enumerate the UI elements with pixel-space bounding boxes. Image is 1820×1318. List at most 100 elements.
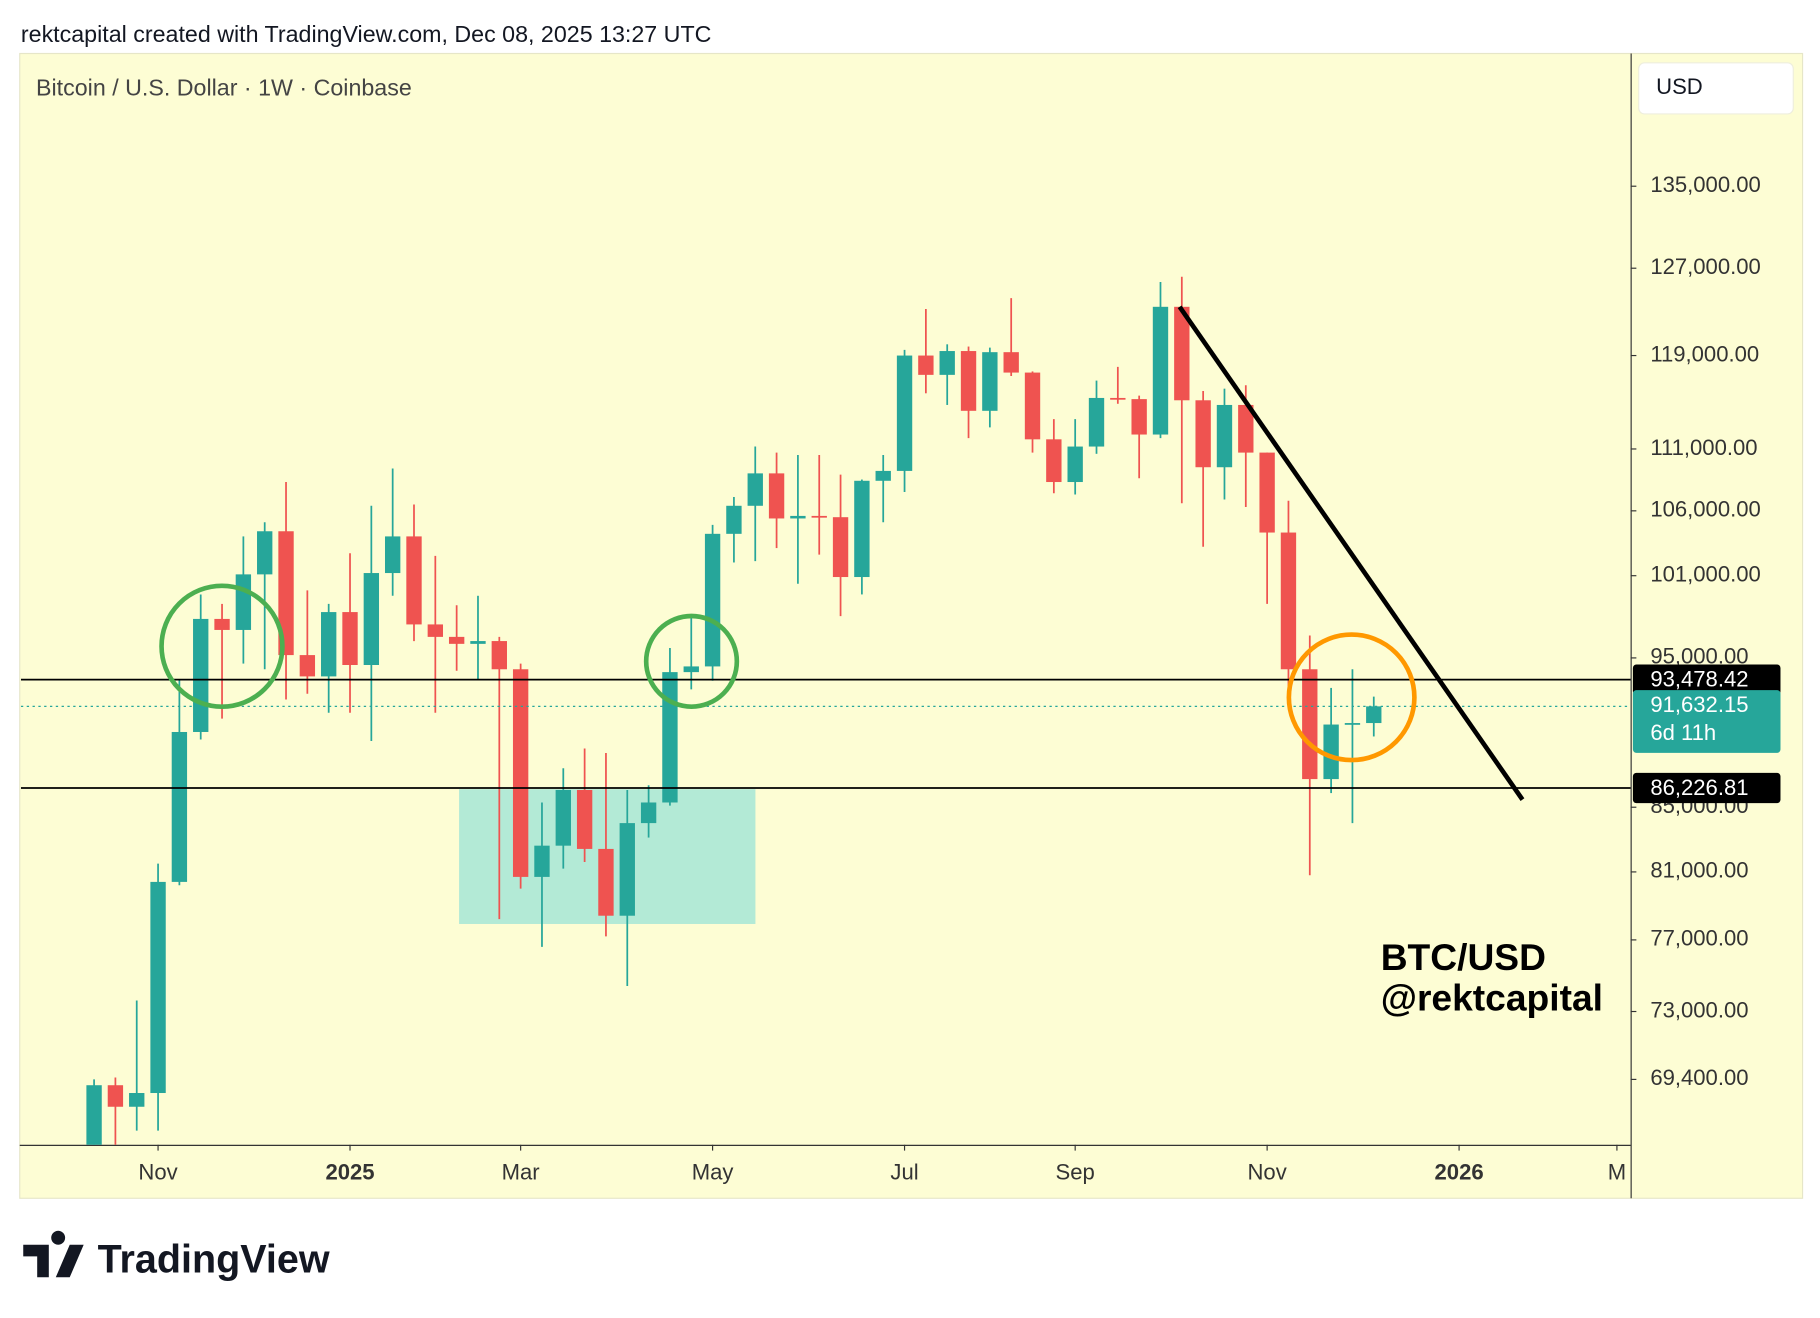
candle-body	[406, 536, 422, 625]
axes: 69,400.0073,000.0077,000.0081,000.0085,0…	[138, 172, 1781, 1185]
y-tick-label: 135,000.00	[1650, 172, 1761, 197]
plot	[20, 276, 1631, 1145]
candle-body	[619, 823, 635, 916]
trendline	[1177, 305, 1525, 801]
candle-body	[107, 1085, 124, 1107]
candle-body	[918, 355, 934, 375]
logo-mark	[23, 1230, 84, 1278]
candle-body	[1366, 706, 1382, 724]
candle-body	[1259, 452, 1275, 533]
candle-body	[1003, 352, 1019, 373]
x-tick-label: Nov	[138, 1160, 177, 1185]
last-price-label: 91,632.15	[1650, 692, 1748, 717]
y-tick-label: 81,000.00	[1650, 858, 1748, 883]
currency[interactable]: USD	[1656, 74, 1703, 99]
candle-body	[150, 881, 166, 1094]
candle-body	[875, 470, 891, 481]
candle-body	[896, 355, 913, 471]
annotation: @rektcapital	[1381, 977, 1603, 1019]
candle-body	[193, 618, 209, 732]
highlight-circle	[1286, 632, 1417, 763]
y-tick-label: 119,000.00	[1650, 341, 1759, 366]
candle-body	[1174, 306, 1190, 401]
candle-body	[960, 351, 977, 411]
y-tick-label: 111,000.00	[1650, 435, 1757, 460]
candle-body	[555, 789, 571, 846]
candle-body	[1238, 404, 1254, 453]
candle-body	[342, 612, 358, 665]
currency-button[interactable]	[1638, 62, 1794, 115]
chart-panel	[19, 52, 1804, 1199]
candle-body	[1024, 372, 1041, 440]
x-tick-label: Mar	[502, 1160, 540, 1185]
candle-body	[1131, 399, 1147, 435]
x-tick-label: Jul	[890, 1160, 918, 1185]
candle-body	[662, 672, 678, 803]
candle-body	[363, 573, 380, 665]
candle-body	[491, 641, 507, 670]
y-tick-label: 101,000.00	[1650, 562, 1761, 587]
candle-body	[321, 612, 337, 677]
candle-body	[982, 352, 998, 411]
y-tick-label: 73,000.00	[1650, 997, 1748, 1022]
candle-body	[1067, 446, 1083, 483]
candle-body	[1280, 532, 1297, 670]
candle-body	[1088, 397, 1105, 447]
candle-body	[1302, 669, 1318, 780]
candle-body	[704, 533, 721, 667]
logo: TradingView	[23, 1230, 330, 1282]
x-tick-label: Nov	[1247, 1160, 1286, 1185]
chart-title: Bitcoin / U.S. Dollar · 1W · Coinbase	[36, 75, 412, 101]
level-label-box	[1632, 772, 1781, 804]
candle-body	[1152, 306, 1169, 435]
candle-body	[1195, 400, 1211, 468]
y-tick-label: 127,000.00	[1650, 254, 1761, 279]
candle-body	[854, 480, 870, 578]
y-tick-label: 77,000.00	[1650, 926, 1748, 951]
candle-body	[683, 666, 699, 673]
candle-body	[214, 618, 230, 630]
highlight-circle	[159, 583, 285, 709]
candle-body	[790, 515, 806, 519]
logo-text: TradingView	[98, 1238, 330, 1282]
candle-body	[726, 505, 742, 534]
candle-body	[832, 517, 849, 578]
candle-body	[235, 574, 252, 630]
candle-body	[470, 641, 486, 644]
x-tick-label: May	[692, 1160, 734, 1185]
level-label: 93,478.42	[1650, 667, 1748, 692]
x-tick-label: Sep	[1056, 1160, 1095, 1185]
candle-body	[278, 531, 294, 656]
candle-body	[129, 1093, 145, 1107]
candle-body	[171, 731, 188, 882]
candle-body	[1344, 723, 1361, 725]
candle-body	[427, 624, 444, 637]
y-tick-label: 69,400.00	[1650, 1065, 1748, 1090]
annotation: BTC/USD	[1381, 936, 1546, 978]
candle-body	[86, 1085, 102, 1145]
countdown: 6d 11h	[1650, 720, 1716, 745]
candle-body	[640, 802, 657, 824]
level-label-box	[1632, 664, 1781, 695]
level-label: 86,226.81	[1650, 775, 1748, 800]
candle-body	[747, 473, 763, 506]
candle-body	[1046, 439, 1062, 483]
candle-body	[534, 845, 550, 877]
x-tick-label: 2026	[1435, 1160, 1484, 1185]
candle-body	[299, 655, 316, 677]
candle-body	[257, 531, 273, 575]
header: rektcapital created with TradingView.com…	[21, 21, 712, 47]
candle-body	[1216, 404, 1233, 468]
candle-body	[576, 789, 593, 849]
y-tick-label: 106,000.00	[1650, 497, 1761, 522]
last-price-box	[1632, 690, 1781, 753]
candle-body	[768, 473, 785, 519]
highlight-circle	[643, 613, 740, 709]
candle-body	[1110, 397, 1126, 400]
candle-body	[598, 848, 614, 916]
candle-body	[811, 515, 827, 518]
candle-body	[1323, 724, 1339, 780]
candle-body	[448, 636, 465, 644]
